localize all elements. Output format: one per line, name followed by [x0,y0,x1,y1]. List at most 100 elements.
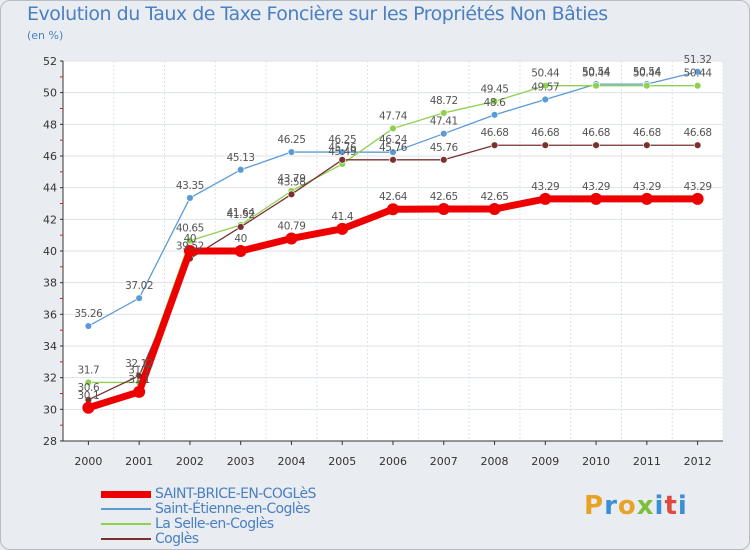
data-label-1: 50.54 [633,66,662,78]
series-point-0 [488,203,501,216]
data-label-1: 48.6 [484,97,506,109]
y-tick-label: 34 [43,340,57,353]
series-point-1 [440,129,448,138]
y-tick-label: 50 [43,87,57,100]
series-point-3 [389,156,397,164]
series-point-1 [236,166,245,174]
series-point-2 [643,81,651,90]
data-label-0: 43.29 [582,181,610,193]
y-unit-label: (en %) [27,29,64,42]
y-tick-label: 48 [43,118,57,131]
data-label-0: 41.4 [331,211,353,223]
series-point-0 [336,222,349,235]
data-label-2: 40.65 [176,223,204,235]
series-point-3 [541,141,550,149]
x-tick-label: 2010 [582,455,610,468]
data-label-2: 31.7 [128,364,150,376]
data-label-2: 48.72 [430,95,458,107]
y-tick-label: 36 [43,308,57,321]
y-tick-label: 32 [43,372,57,385]
data-label-0: 42.65 [481,191,509,203]
series-point-0 [183,245,196,257]
x-tick-label: 2007 [430,455,458,468]
legend-label: SAINT-BRICE-EN-COGLèS [155,486,316,502]
data-label-0: 42.64 [379,191,408,203]
data-label-0: 43.29 [684,181,712,193]
series-point-3 [287,190,296,199]
data-label-3: 45.76 [328,142,357,154]
x-tick-label: 2011 [633,455,661,468]
data-label-3: 46.68 [582,127,610,139]
data-label-3: 46.68 [633,127,661,139]
series-point-2 [693,81,702,90]
legend-swatch [101,523,151,525]
x-tick-label: 2012 [684,455,712,468]
legend-swatch [101,508,151,510]
data-label-3: 39.52 [176,241,204,253]
series-point-3 [592,141,600,149]
series-point-3 [338,156,346,164]
legend-swatch [101,490,151,498]
series-point-3 [693,141,702,149]
series-point-1 [389,148,397,156]
data-label-0: 31.1 [128,374,150,386]
series-point-3 [236,223,245,231]
data-label-2: 43.79 [277,173,305,185]
data-label-2: 50.44 [582,68,611,80]
x-tick-label: 2000 [74,455,102,468]
y-tick-label: 40 [43,245,57,258]
x-tick-label: 2005 [328,455,356,468]
legend-swatch [101,538,151,540]
x-tick-label: 2006 [379,455,407,468]
x-tick-label: 2002 [176,455,204,468]
proxiti-logo: Proxiti [584,491,688,521]
data-label-2: 50.44 [531,68,560,80]
data-label-3: 30.6 [77,382,99,394]
series-point-1 [693,68,702,76]
data-label-0: 40.79 [277,220,305,232]
series-point-0 [640,192,653,205]
data-label-1: 49.57 [531,81,559,93]
data-label-0: 40 [234,233,247,245]
series-point-0 [234,245,247,257]
data-label-2: 41.64 [227,207,256,219]
series-point-0 [691,192,704,205]
series-point-0 [387,203,399,216]
series-point-0 [539,192,552,205]
legend-item: SAINT-BRICE-EN-COGLèS [101,486,316,502]
data-label-3: 45.76 [379,142,408,154]
y-tick-label: 38 [43,277,57,290]
data-label-3: 32.12 [125,358,153,370]
data-label-3: 46.68 [684,127,712,139]
series-point-2 [440,109,448,117]
y-tick-label: 42 [43,213,57,226]
series-point-1 [84,322,93,330]
data-label-0: 40 [184,233,197,245]
data-label-3: 46.68 [481,127,509,139]
series-point-0 [133,385,146,398]
series-point-2 [84,378,93,387]
data-label-1: 37.02 [125,280,153,292]
data-label-3: 46.68 [531,127,559,139]
series-point-0 [590,192,603,205]
data-label-1: 43.35 [176,180,204,192]
x-tick-label: 2004 [277,455,305,468]
data-label-1: 35.26 [74,308,103,320]
data-label-0: 43.29 [633,181,661,193]
y-tick-label: 28 [43,435,57,448]
x-tick-label: 2009 [531,455,559,468]
x-tick-label: 2008 [481,455,509,468]
data-label-3: 43.58 [277,176,305,188]
series-point-2 [541,81,550,90]
data-label-2: 31.7 [77,364,99,376]
data-label-2: 50.44 [684,68,713,80]
y-tick-label: 30 [43,403,57,416]
data-label-2: 49.45 [481,83,509,95]
data-label-1: 46.25 [277,134,305,146]
data-label-0: 43.29 [531,181,559,193]
legend-label: La Selle-en-Coglès [155,516,274,532]
series-point-2 [592,81,600,90]
data-label-2: 50.44 [633,68,662,80]
data-label-1: 47.41 [430,116,458,128]
y-tick-label: 44 [43,182,57,195]
